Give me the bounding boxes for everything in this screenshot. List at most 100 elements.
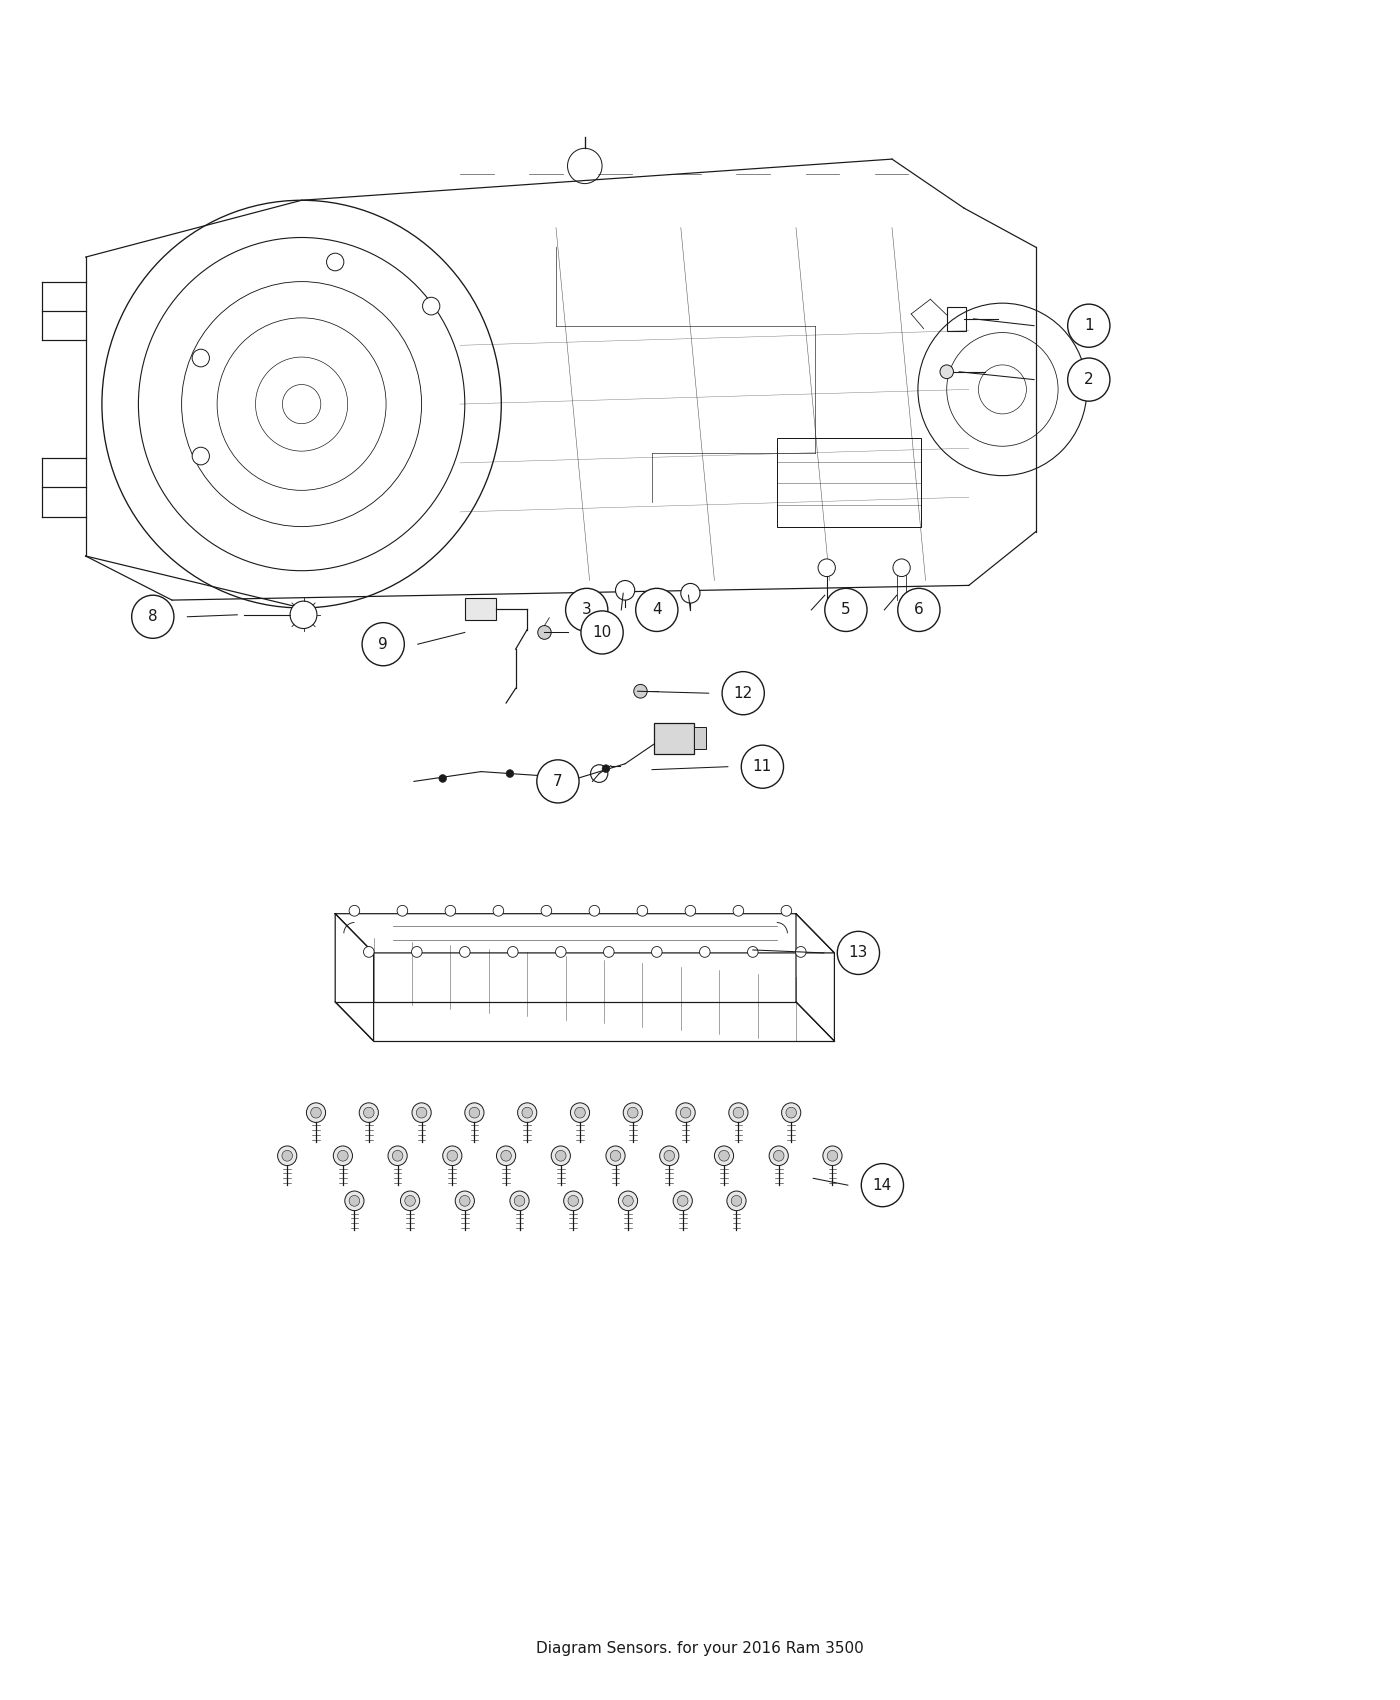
Circle shape	[939, 366, 953, 379]
Bar	[777, 439, 921, 527]
Circle shape	[680, 1107, 690, 1119]
Circle shape	[581, 610, 623, 654]
Circle shape	[326, 253, 344, 270]
Circle shape	[501, 1151, 511, 1161]
Circle shape	[442, 1146, 462, 1166]
Circle shape	[718, 1151, 729, 1161]
Circle shape	[1068, 304, 1110, 347]
Circle shape	[676, 1103, 696, 1122]
Circle shape	[360, 1103, 378, 1122]
Circle shape	[192, 348, 210, 367]
Text: 11: 11	[753, 760, 771, 774]
Circle shape	[455, 1192, 475, 1210]
Text: 9: 9	[378, 638, 388, 651]
Circle shape	[627, 1107, 638, 1119]
Bar	[654, 722, 694, 755]
Circle shape	[748, 947, 757, 957]
Circle shape	[307, 1103, 326, 1122]
Circle shape	[773, 1151, 784, 1161]
Circle shape	[542, 906, 552, 916]
Circle shape	[659, 1146, 679, 1166]
Circle shape	[727, 1192, 746, 1210]
Circle shape	[568, 1195, 578, 1207]
Circle shape	[603, 947, 615, 957]
Circle shape	[785, 1107, 797, 1119]
Bar	[694, 728, 706, 750]
Circle shape	[412, 1103, 431, 1122]
Text: 14: 14	[872, 1178, 892, 1193]
Circle shape	[536, 760, 580, 802]
Circle shape	[616, 580, 634, 600]
Text: 1: 1	[1084, 318, 1093, 333]
Text: 12: 12	[734, 685, 753, 700]
Text: Diagram Sensors. for your 2016 Ram 3500: Diagram Sensors. for your 2016 Ram 3500	[536, 1640, 864, 1656]
Circle shape	[281, 1151, 293, 1161]
Circle shape	[700, 947, 710, 957]
Circle shape	[416, 1107, 427, 1119]
Circle shape	[636, 588, 678, 631]
Circle shape	[514, 1195, 525, 1207]
Circle shape	[423, 298, 440, 314]
Circle shape	[606, 1146, 626, 1166]
Text: 2: 2	[1084, 372, 1093, 388]
Circle shape	[827, 1151, 837, 1161]
Circle shape	[818, 559, 836, 576]
Circle shape	[664, 1151, 675, 1161]
Circle shape	[510, 1192, 529, 1210]
Circle shape	[781, 1103, 801, 1122]
Circle shape	[497, 1146, 515, 1166]
Circle shape	[364, 1107, 374, 1119]
Circle shape	[412, 947, 421, 957]
Circle shape	[734, 1107, 743, 1119]
Circle shape	[623, 1195, 633, 1207]
Circle shape	[610, 1151, 620, 1161]
Text: 10: 10	[592, 626, 612, 639]
Circle shape	[566, 588, 608, 631]
Circle shape	[400, 1192, 420, 1210]
Bar	[465, 598, 496, 620]
Circle shape	[823, 1146, 841, 1166]
Circle shape	[344, 1192, 364, 1210]
Circle shape	[349, 906, 360, 916]
Circle shape	[678, 1195, 687, 1207]
Circle shape	[685, 906, 696, 916]
Circle shape	[311, 1107, 321, 1119]
Circle shape	[837, 932, 879, 974]
Circle shape	[897, 588, 939, 631]
Circle shape	[556, 947, 566, 957]
Circle shape	[447, 1151, 458, 1161]
Circle shape	[729, 1103, 748, 1122]
Circle shape	[634, 685, 647, 699]
Circle shape	[734, 906, 743, 916]
Circle shape	[333, 1146, 353, 1166]
Bar	[946, 308, 966, 330]
Text: 3: 3	[582, 602, 592, 617]
Circle shape	[392, 1151, 403, 1161]
Circle shape	[564, 1192, 582, 1210]
Circle shape	[602, 765, 610, 772]
Circle shape	[623, 1103, 643, 1122]
Circle shape	[363, 622, 405, 666]
Circle shape	[459, 1195, 470, 1207]
Circle shape	[132, 595, 174, 638]
Circle shape	[493, 906, 504, 916]
Circle shape	[651, 947, 662, 957]
Circle shape	[731, 1195, 742, 1207]
Circle shape	[893, 559, 910, 576]
Circle shape	[554, 772, 561, 780]
Circle shape	[398, 906, 407, 916]
Circle shape	[680, 583, 700, 604]
Circle shape	[522, 1107, 532, 1119]
Circle shape	[349, 1195, 360, 1207]
Circle shape	[619, 1192, 637, 1210]
Circle shape	[570, 1103, 589, 1122]
Circle shape	[769, 1146, 788, 1166]
Circle shape	[673, 1192, 693, 1210]
Circle shape	[445, 906, 455, 916]
Circle shape	[741, 745, 784, 789]
Circle shape	[192, 447, 210, 464]
Circle shape	[1068, 359, 1110, 401]
Circle shape	[518, 1103, 536, 1122]
Circle shape	[438, 775, 447, 782]
Circle shape	[364, 947, 374, 957]
